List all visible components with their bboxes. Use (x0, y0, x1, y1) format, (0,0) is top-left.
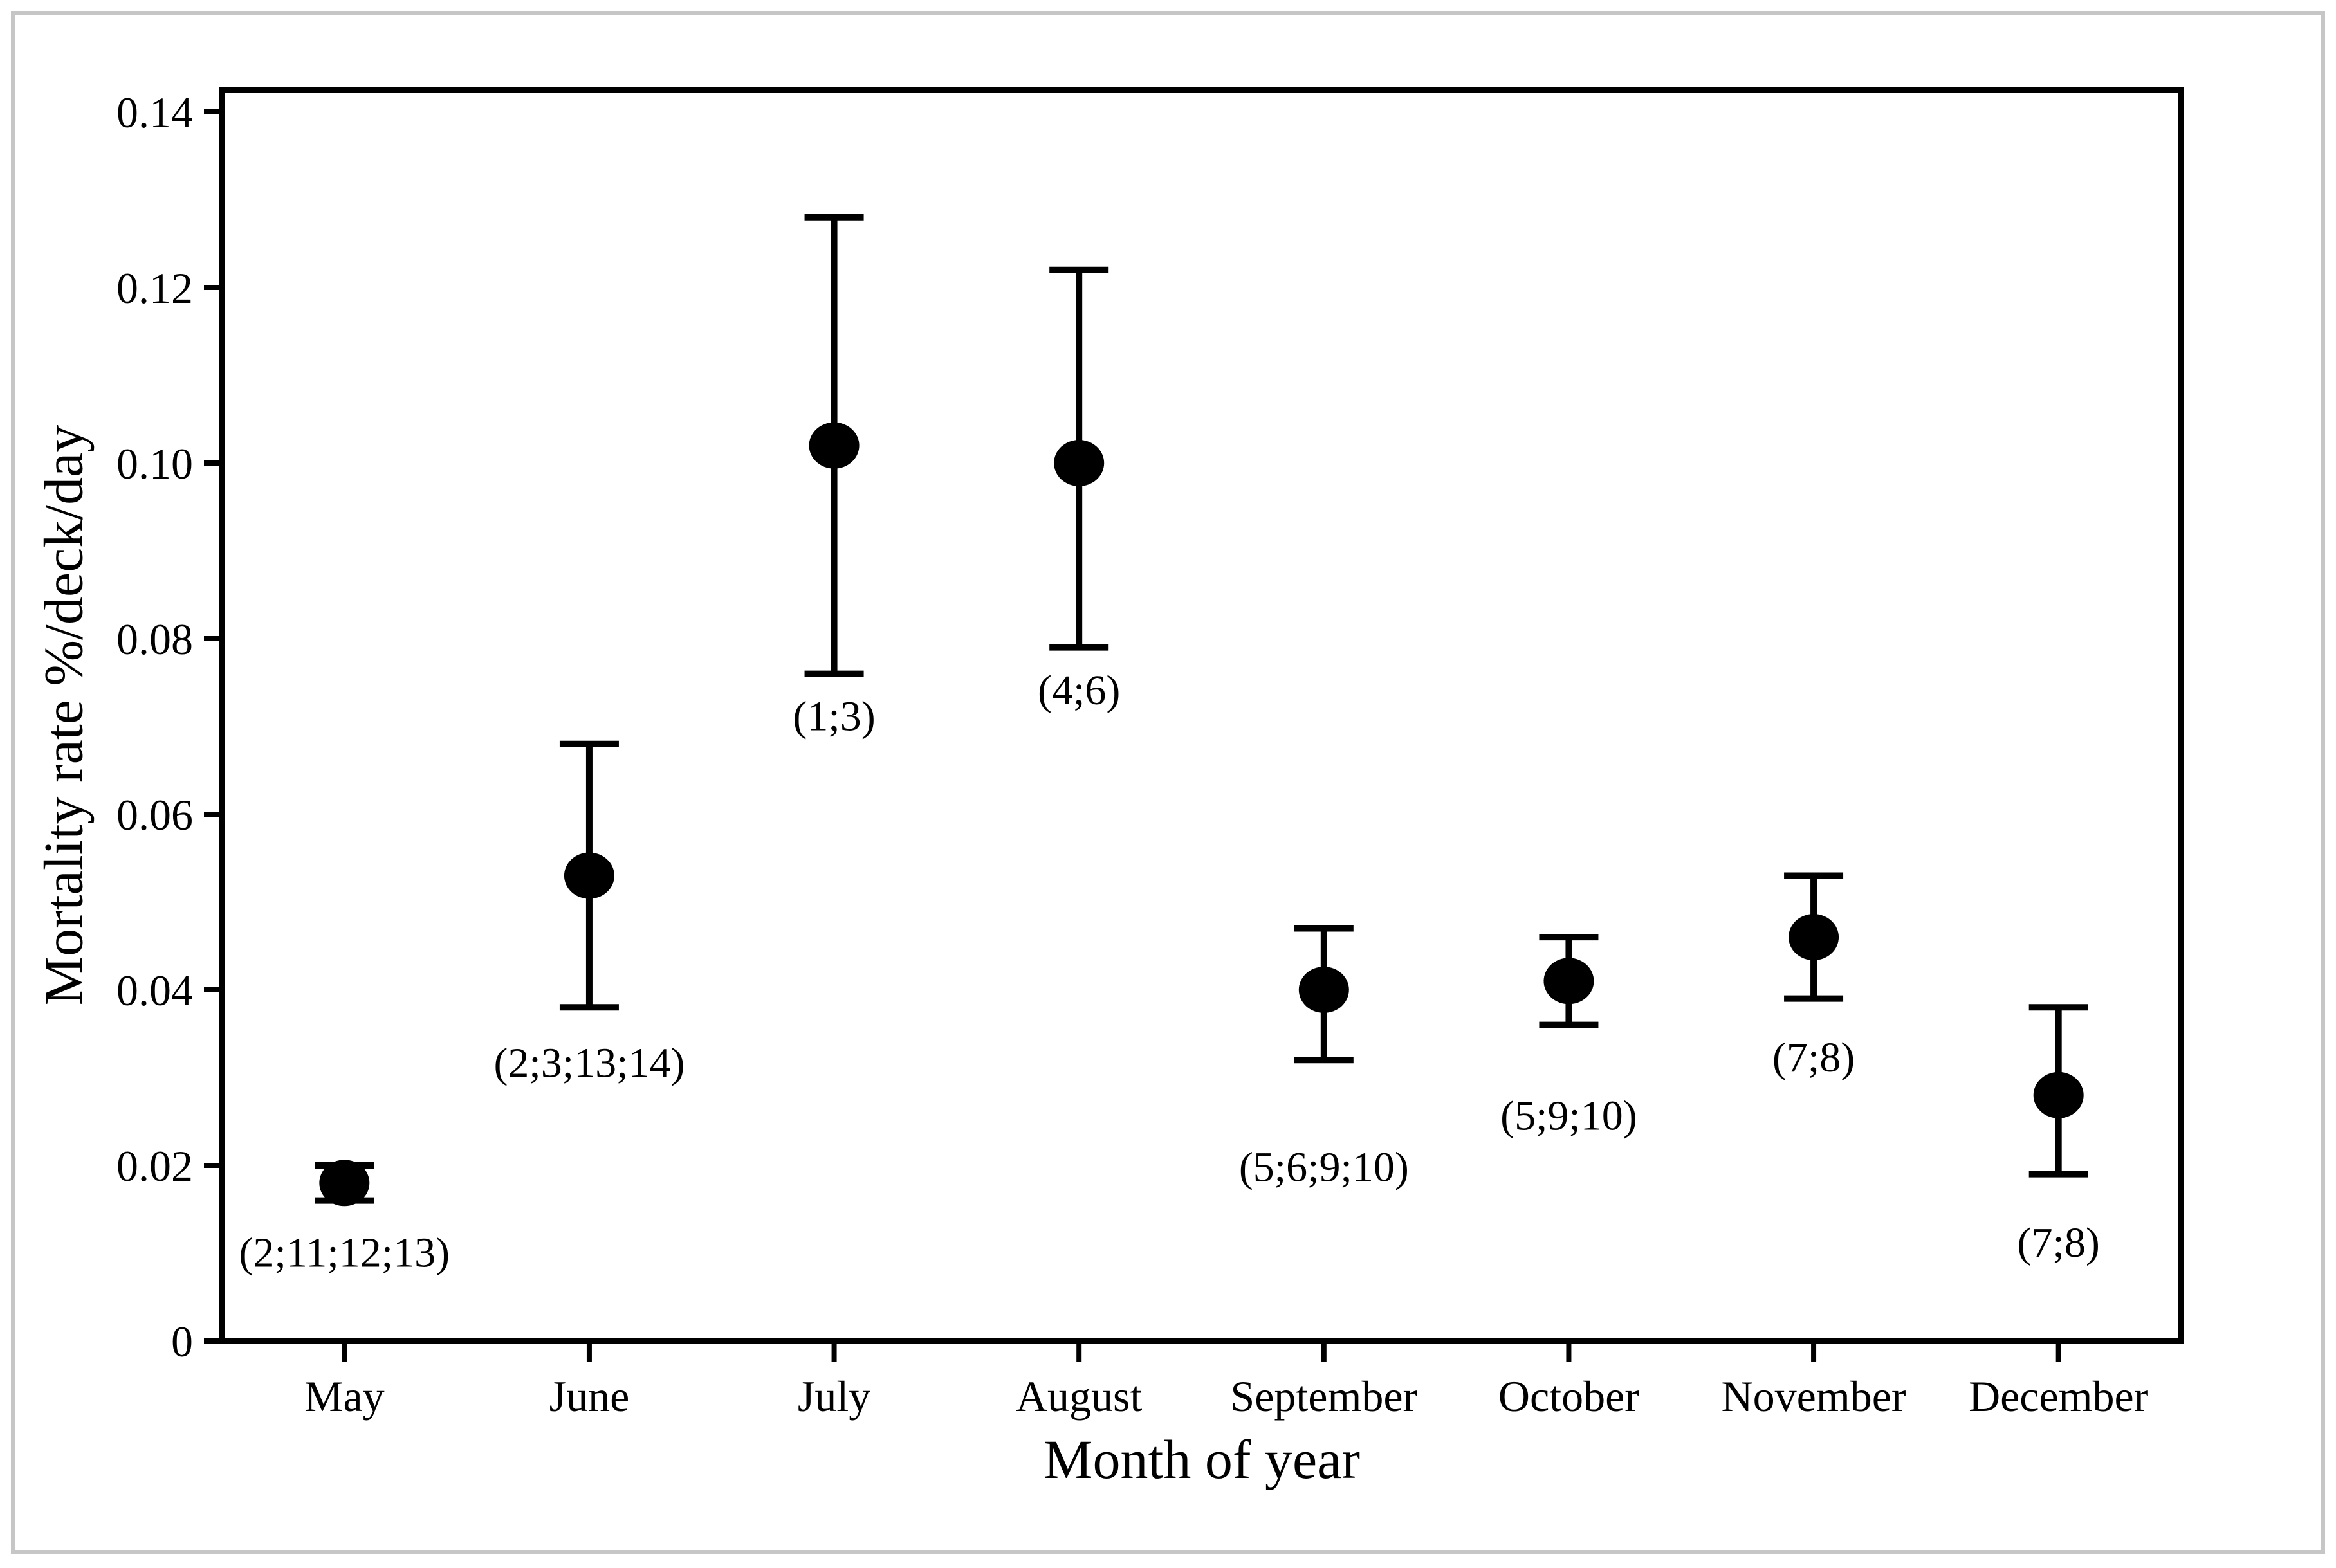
point-annotation-may: (2;11;12;13) (239, 1230, 450, 1277)
point-annotation-september: (5;6;9;10) (1239, 1144, 1409, 1190)
point-annotation-july: (1;3) (793, 693, 875, 740)
data-point-august (1054, 440, 1105, 486)
data-point-september (1298, 967, 1349, 1013)
data-point-may (319, 1160, 370, 1207)
y-tick-label-0.04: 0.04 (116, 966, 193, 1015)
data-point-july (809, 422, 860, 469)
x-axis-title: Month of year (1044, 1428, 1360, 1490)
point-annotation-october: (5;9;10) (1500, 1093, 1637, 1140)
point-annotation-august: (4;6) (1038, 667, 1120, 714)
data-point-june (564, 852, 614, 899)
y-tick-label-0.08: 0.08 (116, 615, 193, 664)
y-tick-label-0: 0 (171, 1317, 193, 1366)
y-tick-label-0.14: 0.14 (116, 88, 193, 137)
point-annotation-june: (2;3;13;14) (493, 1039, 685, 1086)
data-point-december (2033, 1071, 2084, 1118)
x-tick-label-may: May (304, 1372, 385, 1421)
y-tick-label-0.10: 0.10 (116, 439, 193, 488)
point-annotation-december: (7;8) (2018, 1219, 2100, 1266)
data-point-november (1789, 914, 1839, 961)
x-tick-label-december: December (1969, 1372, 2149, 1421)
x-tick-label-october: October (1498, 1372, 1639, 1421)
y-tick-label-0.02: 0.02 (116, 1142, 193, 1190)
y-tick-label-0.12: 0.12 (116, 264, 193, 313)
x-tick-label-november: November (1722, 1372, 1906, 1421)
x-tick-label-july: July (798, 1372, 870, 1421)
figure-border (11, 11, 2325, 1554)
point-annotation-november: (7;8) (1772, 1034, 1855, 1081)
y-tick-label-0.06: 0.06 (116, 790, 193, 839)
y-axis-title: Mortality rate %/deck/day (33, 425, 95, 1006)
x-tick-label-september: September (1230, 1372, 1417, 1421)
data-point-october (1543, 958, 1594, 1005)
x-tick-label-august: August (1016, 1372, 1143, 1421)
plot-frame (219, 87, 2184, 1344)
x-tick-label-june: June (549, 1372, 630, 1421)
